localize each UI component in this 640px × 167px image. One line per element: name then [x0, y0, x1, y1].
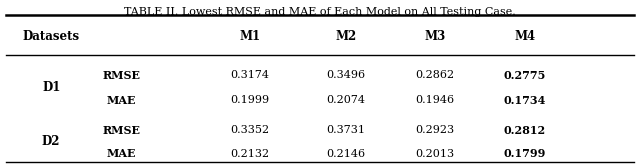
Text: 0.3731: 0.3731 [326, 125, 365, 135]
Text: Datasets: Datasets [22, 30, 80, 43]
Text: 0.1799: 0.1799 [504, 148, 546, 159]
Text: MAE: MAE [107, 95, 136, 106]
Text: 0.2146: 0.2146 [326, 149, 365, 159]
Text: 0.3352: 0.3352 [230, 125, 269, 135]
Text: MAE: MAE [107, 148, 136, 159]
Text: M3: M3 [424, 30, 446, 43]
Text: 0.2074: 0.2074 [326, 95, 365, 105]
Text: 0.2013: 0.2013 [415, 149, 455, 159]
Text: M1: M1 [239, 30, 260, 43]
Text: 0.1999: 0.1999 [230, 95, 269, 105]
Text: 0.1946: 0.1946 [415, 95, 455, 105]
Text: 0.2812: 0.2812 [504, 125, 546, 136]
Text: M4: M4 [514, 30, 536, 43]
Text: M2: M2 [335, 30, 356, 43]
Text: TABLE II. Lowest RMSE and MAE of Each Model on All Testing Case.: TABLE II. Lowest RMSE and MAE of Each Mo… [124, 7, 516, 17]
Text: 0.2923: 0.2923 [415, 125, 455, 135]
Text: 0.1734: 0.1734 [504, 95, 546, 106]
Text: D1: D1 [42, 81, 60, 94]
Text: 0.2775: 0.2775 [504, 70, 546, 81]
Text: 0.2862: 0.2862 [415, 70, 455, 80]
Text: D2: D2 [42, 135, 60, 148]
Text: 0.3496: 0.3496 [326, 70, 365, 80]
Text: RMSE: RMSE [102, 125, 141, 136]
Text: RMSE: RMSE [102, 70, 141, 81]
Text: 0.3174: 0.3174 [230, 70, 269, 80]
Text: 0.2132: 0.2132 [230, 149, 269, 159]
